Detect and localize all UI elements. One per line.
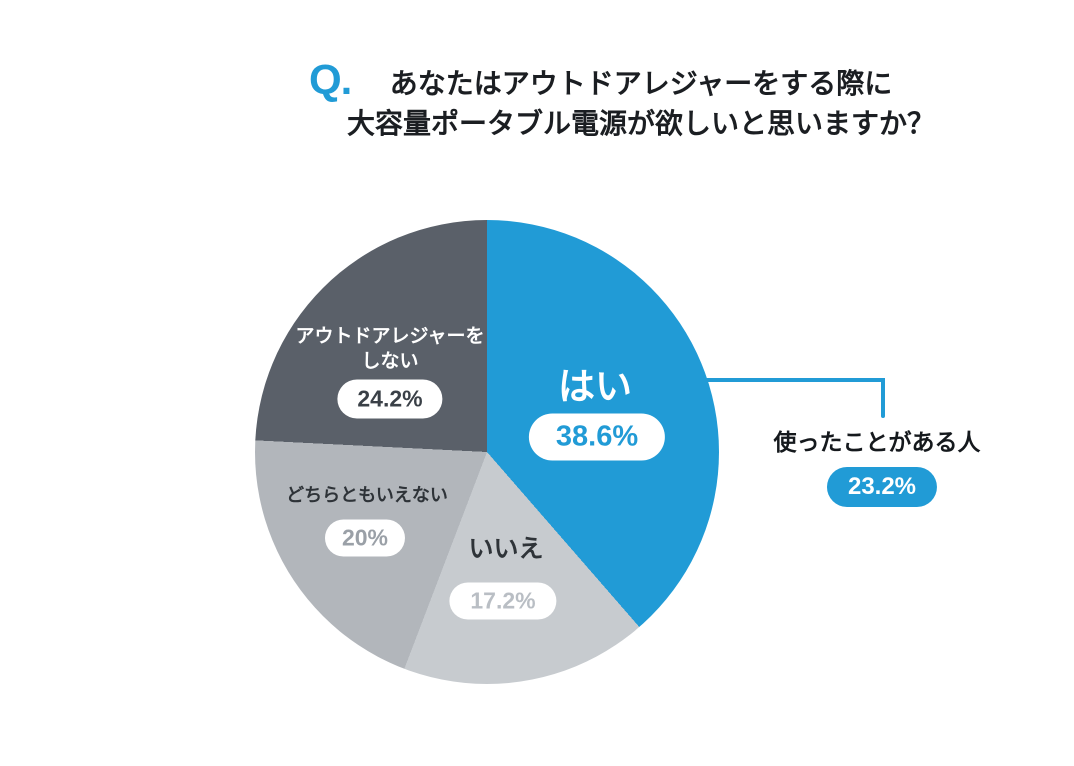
slice-label-neutral: どちらともいえない — [286, 485, 448, 505]
slice-label-no-outdoor-line-1: アウトドアレジャーを — [295, 326, 485, 347]
callout-label: 使ったことがある人 — [773, 429, 981, 455]
callout-line-horizontal — [704, 378, 885, 382]
pie-chart-area: はい 38.6% いいえ 17.2% どちらともいえない 20% アウトドアレジ… — [255, 220, 719, 684]
slice-label-yes: はい — [558, 366, 632, 407]
slice-value-neutral: 20% — [324, 519, 406, 557]
question-mark-label: Q. — [309, 56, 352, 103]
slice-label-no-outdoor: アウトドアレジャーを しない — [295, 324, 484, 374]
slice-value-no: 17.2% — [449, 582, 557, 620]
slice-value-no-outdoor: 24.2% — [337, 379, 443, 419]
question-title: あなたはアウトドアレジャーをする際に 大容量ポータブル電源が欲しいと思いますか？ — [347, 64, 935, 144]
question-header: Q. あなたはアウトドアレジャーをする際に 大容量ポータブル電源が欲しいと思いま… — [309, 56, 935, 144]
slice-label-no-outdoor-line-2: しない — [361, 351, 419, 372]
slice-label-no: いいえ — [468, 535, 544, 563]
question-title-line-2: 大容量ポータブル電源が欲しいと思いますか？ — [347, 108, 936, 139]
slice-value-yes: 38.6% — [528, 413, 666, 461]
callout-line-vertical — [881, 378, 885, 418]
callout-value: 23.2% — [826, 467, 938, 507]
question-title-line-1: あなたはアウトドアレジャーをする際に — [389, 68, 893, 99]
